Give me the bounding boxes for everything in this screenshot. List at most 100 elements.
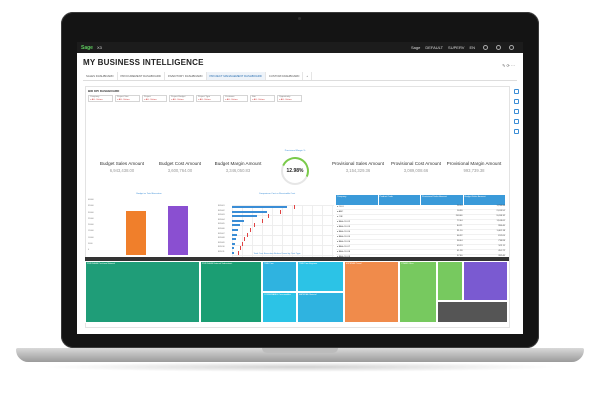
treemap-tile[interactable] [437, 261, 463, 301]
treemap-tile[interactable]: CONSUMABLE Consumables [262, 292, 297, 323]
filter-value: = ALL Values [198, 99, 211, 101]
filter-opportunity[interactable]: Opportunity = ALL Values [277, 95, 302, 102]
table-cell: 41.28 [457, 250, 463, 252]
compare-target-mark [254, 223, 255, 228]
col-company[interactable]: Company [336, 195, 379, 205]
treemap-tile-label: PURCHASE Purchase Material [87, 263, 115, 265]
add-tab-button[interactable]: + [303, 72, 313, 80]
y-tick-label: 10000 [88, 236, 94, 239]
table-cell: 451.72 [498, 250, 505, 252]
table-row[interactable]: ▸ ARC 18.99 2,013.51 [336, 210, 506, 215]
tab-inventory-dashboard[interactable]: INVENTORY DASHBOARD [165, 72, 207, 80]
table-row[interactable]: ▸ BAS-CLIO2 72.44 1,108.61 [336, 220, 506, 225]
treemap-tile-label: EXPENSE Travel [346, 263, 362, 265]
treemap-tile-label: PURCHASE External Subcontract [202, 263, 233, 265]
compare-bar[interactable] [232, 242, 235, 245]
treemap-tile[interactable]: OTHER Other [399, 261, 437, 323]
refresh-icon[interactable] [514, 89, 519, 94]
table-cell: 1,234.84 [496, 205, 505, 207]
kpi-provisional-sales: Provisional Sales Amount 3,154,329.36 [330, 161, 386, 173]
table-cell: 49.13 [457, 245, 463, 247]
col-budget-sales[interactable]: Budget Sales Amount [464, 195, 506, 205]
help-icon[interactable] [483, 45, 488, 50]
col-prov-sales[interactable]: Provisional Sales Amount [421, 195, 464, 205]
col-product[interactable]: Product Code [379, 195, 421, 205]
compare-bar[interactable] [232, 219, 244, 222]
compare-bar[interactable] [232, 210, 267, 213]
filter-value: = ALL Values [90, 99, 103, 101]
table-row[interactable]: ▸ BAS-CLIO3 84.21 996.40 [336, 225, 506, 230]
filter-company[interactable]: Company = ALL Values [88, 95, 113, 102]
compare-target-mark [240, 246, 241, 251]
sage-logo[interactable]: Sage [81, 44, 93, 51]
filter-project-stat[interactable]: Project Stat = ALL Values [115, 95, 140, 102]
treemap-tile[interactable]: MATERIAL Material [297, 292, 344, 323]
compare-bar[interactable] [232, 215, 257, 218]
treemap-header-bar [85, 257, 509, 261]
treemap-tile-label: CONSUMABLE Consumables [264, 294, 291, 296]
budget-bar[interactable] [126, 211, 146, 255]
table-cell: ▸ BAS-CLIO4 [337, 231, 351, 233]
treemap-tile[interactable]: PURCHASE External Subcontract [200, 261, 262, 323]
treemap-tile[interactable]: PURCHASE Purchase Material [85, 261, 200, 323]
table-cell: ▸ BAS-CLIO8 [337, 251, 351, 253]
kpi-value: 3,154,329.36 [345, 168, 371, 173]
filter-label: Project [144, 96, 151, 98]
table-row[interactable]: ▸ BAS-CLIO7 49.13 522.11 [336, 245, 506, 250]
filter-value: = ALL Values [252, 99, 265, 101]
camera [298, 17, 301, 20]
compare-bar[interactable] [232, 252, 234, 254]
table-cell: ▸ ARC [337, 211, 344, 213]
filter-customer[interactable]: Customer = ALL Values [223, 95, 248, 102]
settings-icon[interactable] [496, 45, 501, 50]
kpi-label: Provisional Cost Amount [390, 161, 442, 166]
compare-target-mark [244, 237, 245, 242]
export-icon[interactable] [514, 119, 519, 124]
laptop-base-notch [262, 348, 338, 353]
filter-project-type[interactable]: Project Type = ALL Values [196, 95, 221, 102]
filter-project-budget[interactable]: Project Budget = ALL Values [169, 95, 194, 102]
table-row[interactable]: ▾ CLIO 16.24 1,234.84 [336, 205, 506, 210]
panel-title: BID KPI DASHBOARD [88, 89, 120, 93]
compare-target-mark [268, 214, 269, 219]
table-cell: ▸ BAS-CLIO7 [337, 246, 351, 248]
topbar-item-1[interactable]: Sage [410, 45, 421, 50]
share-icon[interactable] [514, 109, 519, 114]
gauge-value: 12.98% [286, 168, 304, 174]
compare-bar[interactable] [232, 224, 240, 227]
compare-bar[interactable] [232, 247, 234, 250]
tab-project-management-dashboard[interactable]: PROJECT MANAGEMENT DASHBOARD [206, 72, 266, 80]
tab-procurement-dashboard[interactable]: PROCUREMENT DASHBOARD [118, 72, 165, 80]
treemap-tile[interactable]: TIME Time [262, 261, 297, 292]
compare-target-mark [294, 205, 295, 209]
filter-site[interactable]: Site = ALL Values [250, 95, 275, 102]
topbar-item-3[interactable]: SUPERV [448, 45, 465, 50]
budget-bar[interactable] [168, 206, 188, 255]
table-row[interactable]: ▸ BAS-CLIO4 91.10 1,402.18 [336, 230, 506, 235]
filter-icon[interactable] [514, 99, 519, 104]
compare-bar[interactable] [232, 229, 238, 231]
table-row[interactable]: ▾ CIR 203.46 9,418.32 [336, 215, 506, 220]
table-row[interactable]: ▸ BAS-CLIO5 66.32 812.05 [336, 235, 506, 240]
topbar-item-4[interactable]: EN [469, 45, 475, 50]
filter-project[interactable]: Project = ALL Values [142, 95, 167, 102]
title-actions[interactable]: ✎ ⟳ ⋯ [502, 63, 515, 68]
table-row[interactable]: ▸ BAS-CLIO6 58.44 738.99 [336, 240, 506, 245]
treemap-tile[interactable] [463, 261, 508, 301]
topbar-item-2[interactable]: DEFAULT [425, 45, 444, 50]
kpi-budget-margin: Budget Margin Amount 3,346,050.83 [210, 161, 266, 173]
compare-bar[interactable] [232, 233, 237, 236]
compare-bar[interactable] [232, 206, 287, 208]
screen: Sage X3 Sage DEFAULT SUPERV EN MY BUSINE… [77, 42, 523, 334]
expand-icon[interactable] [514, 129, 519, 134]
treemap-tile[interactable] [437, 301, 508, 323]
tab-custom-dashboard[interactable]: CUSTOM DASHBOARD [266, 72, 304, 80]
compare-bar[interactable] [232, 238, 236, 241]
treemap-tile[interactable]: EXPENSE Travel [344, 261, 399, 323]
table-row[interactable]: ▸ BAS-CLIO8 41.28 451.72 [336, 250, 506, 255]
user-icon[interactable] [509, 45, 514, 50]
table-cell [379, 225, 422, 229]
treemap-tile[interactable]: TIME Time Engineer [297, 261, 344, 292]
table-cell: ▸ BAS-CLIO2 [337, 221, 351, 223]
tab-sales-dashboard[interactable]: SALES DASHBOARD [83, 72, 118, 80]
